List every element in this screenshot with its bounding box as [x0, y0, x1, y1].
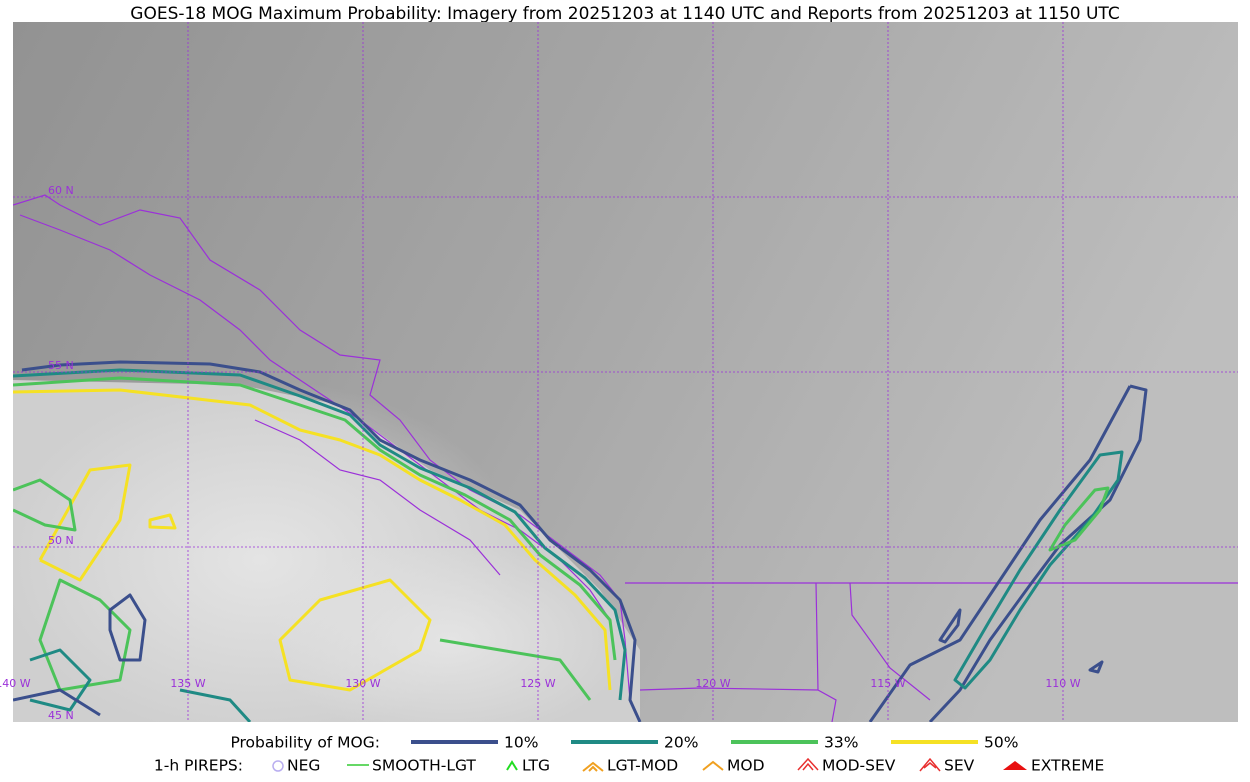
contour-33: [1048, 486, 1110, 552]
legend-label: LGT-MOD: [607, 757, 678, 775]
pirep-icon: [1003, 761, 1027, 770]
legend: Probability of MOG: 10% 20% 33% 50% 1-h PIREP…: [154, 734, 1104, 775]
longitude-label: 120 W: [695, 677, 730, 690]
pirep-icon: [797, 757, 819, 771]
graticule: [13, 22, 1238, 722]
latitude-label: 45 N: [48, 709, 74, 722]
contour-50: [13, 388, 612, 692]
pirep-icon: [506, 760, 518, 771]
legend-label: SMOOTH-LGT: [372, 757, 476, 775]
pirep-icon: [702, 760, 724, 771]
longitude-label: 115 W: [870, 677, 905, 690]
contour-20: [13, 368, 627, 701]
contour-10: [21, 360, 642, 722]
legend-label: NEG: [287, 757, 320, 775]
longitude-label: 135 W: [170, 677, 205, 690]
pirep-icon: [582, 761, 604, 772]
contour-20: [953, 450, 1124, 690]
latitude-label: 50 N: [48, 534, 74, 547]
coastline: [19, 214, 611, 621]
coastline: [13, 194, 631, 701]
border: [625, 582, 1238, 722]
legend-label: LTG: [522, 757, 550, 775]
legend-label: 50%: [984, 734, 1018, 752]
legend-label: 20%: [664, 734, 698, 752]
legend-label: 10%: [504, 734, 538, 752]
graticule-labels: 60 N 55 N 50 N 45 N 140 W 135 W 130 W 125 W 120 …: [0, 184, 1081, 722]
legend-label: MOD-SEV: [822, 757, 896, 775]
latitude-label: 60 N: [48, 184, 74, 197]
contour-10: [13, 593, 147, 717]
legend-label: 33%: [824, 734, 858, 752]
longitude-label: 110 W: [1045, 677, 1080, 690]
cloud-bright: [270, 540, 630, 722]
pirep-icon: [919, 757, 941, 772]
longitude-label: 140 W: [0, 677, 31, 690]
pirep-icon: [272, 760, 284, 772]
contour-20: [29, 648, 252, 722]
legend-label: SEV: [944, 757, 975, 775]
title: GOES-18 MOG Maximum Probability: Imagery…: [130, 4, 1119, 24]
coastline: [254, 419, 501, 576]
legend-heading: 1-h PIREPS:: [154, 757, 243, 775]
contour-33: [13, 376, 617, 661]
latitude-label: 55 N: [48, 359, 74, 372]
legend-heading: Probability of MOG:: [230, 734, 380, 752]
map: [13, 22, 1238, 722]
longitude-label: 130 W: [345, 677, 380, 690]
legend-label: EXTREME: [1031, 757, 1104, 775]
legend-label: MOD: [727, 757, 765, 775]
longitude-label: 125 W: [520, 677, 555, 690]
